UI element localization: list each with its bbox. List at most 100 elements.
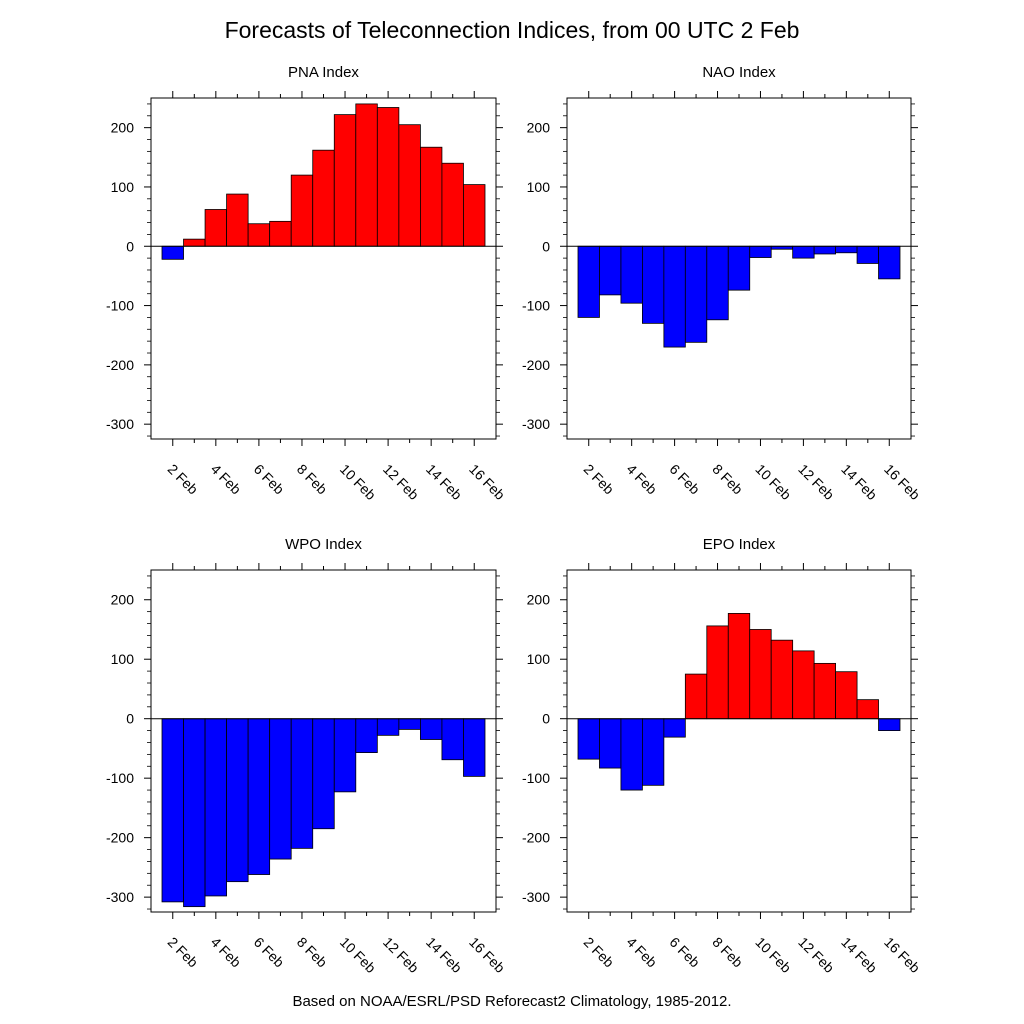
wpo-index-ytick-label: -200 xyxy=(106,830,134,846)
epo-index-xtick-label: 4 Feb xyxy=(624,934,661,971)
wpo-index-bar-10-feb xyxy=(333,718,357,793)
epo-index-xtick-label: 8 Feb xyxy=(709,934,746,971)
nao-index-bar-6-feb xyxy=(663,245,686,348)
epo-index-title: EPO Index xyxy=(703,536,776,553)
nao-index-xtick-label: 12 Feb xyxy=(795,461,837,503)
wpo-index-xtick-label: 4 Feb xyxy=(208,934,245,971)
epo-index-bar-13-feb xyxy=(813,662,837,720)
wpo-index-bar-12-feb xyxy=(376,718,400,736)
pna-index-ytick-label: 200 xyxy=(111,120,135,136)
pna-index-ytick-label: -200 xyxy=(106,357,134,373)
epo-index-bar-3-feb xyxy=(599,718,622,769)
pna-index-bar-14-feb xyxy=(419,146,443,247)
wpo-index-xtick-label: 2 Feb xyxy=(165,934,202,971)
wpo-index-xtick-label: 10 Feb xyxy=(337,934,379,976)
pna-index-bar-7-feb xyxy=(269,220,292,247)
pna-index-xtick-label: 16 Feb xyxy=(466,461,508,503)
epo-index-xtick-label: 2 Feb xyxy=(581,934,618,971)
footer-note: Based on NOAA/ESRL/PSD Reforecast2 Clima… xyxy=(292,993,732,1010)
wpo-index-ytick-label: 200 xyxy=(111,592,135,608)
wpo-index-ytick-label: -100 xyxy=(106,770,134,786)
wpo-index-ytick-label: 0 xyxy=(126,711,134,727)
epo-index-bar-11-feb xyxy=(770,639,794,720)
epo-index-bar-15-feb xyxy=(856,699,879,720)
wpo-index-xtick-label: 14 Feb xyxy=(423,934,465,976)
pna-index-bar-16-feb xyxy=(463,184,486,247)
epo-index-bar-9-feb xyxy=(727,613,751,720)
epo-index-bar-6-feb xyxy=(663,718,686,738)
pna-index-bar-4-feb xyxy=(204,209,228,247)
wpo-index-bar-13-feb xyxy=(398,718,421,730)
wpo-index-xtick-label: 12 Feb xyxy=(380,934,422,976)
epo-index-bar-12-feb xyxy=(792,650,815,720)
nao-index-xtick-label: 14 Feb xyxy=(838,461,880,503)
pna-index-xtick-label: 2 Feb xyxy=(165,461,202,498)
wpo-index-ytick-label: -300 xyxy=(106,889,134,905)
nao-index-ytick-label: 200 xyxy=(527,120,551,136)
pna-index-xtick-label: 14 Feb xyxy=(423,461,465,503)
pna-index-ytick-label: -100 xyxy=(106,298,134,314)
epo-index-ytick-label: -200 xyxy=(522,830,550,846)
nao-index-bar-9-feb xyxy=(727,245,751,291)
pna-index-frame xyxy=(150,97,497,440)
pna-index-bar-2-feb xyxy=(161,245,184,260)
epo-index-bar-2-feb xyxy=(577,718,600,760)
wpo-index-bar-14-feb xyxy=(419,718,443,740)
nao-index-xtick-label: 16 Feb xyxy=(881,461,923,503)
figure-title: Forecasts of Teleconnection Indices, fro… xyxy=(224,17,800,43)
epo-index-ytick-label: 100 xyxy=(527,651,551,667)
nao-index-ytick-label: -300 xyxy=(522,416,550,432)
nao-index-chart: NAO Index -300 -200 -100 0 100 200 2 Feb 4 Feb 6 … xyxy=(522,64,923,503)
pna-index-ytick-label: -300 xyxy=(106,416,134,432)
epo-index-ytick-label: -100 xyxy=(522,770,550,786)
pna-index-xtick-label: 6 Feb xyxy=(251,461,288,498)
epo-index-xtick-label: 6 Feb xyxy=(666,934,703,971)
nao-index-bar-4-feb xyxy=(620,245,643,304)
wpo-index-bar-2-feb xyxy=(161,718,184,903)
wpo-index-xtick-label: 16 Feb xyxy=(466,934,508,976)
pna-index-bar-6-feb xyxy=(247,223,271,247)
wpo-index-bar-16-feb xyxy=(463,718,486,777)
epo-index-xtick-label: 14 Feb xyxy=(838,934,880,976)
nao-index-xtick-label: 8 Feb xyxy=(709,461,746,498)
wpo-index-bar-3-feb xyxy=(183,718,206,908)
wpo-index-bar-11-feb xyxy=(355,718,378,754)
wpo-index-bar-6-feb xyxy=(247,718,271,875)
nao-index-xtick-label: 10 Feb xyxy=(752,461,794,503)
wpo-index-xtick-label: 8 Feb xyxy=(294,934,331,971)
pna-index-bar-3-feb xyxy=(183,238,206,247)
nao-index-bar-12-feb xyxy=(792,245,815,259)
epo-index-bar-4-feb xyxy=(620,718,643,791)
epo-index-xtick-label: 12 Feb xyxy=(795,934,837,976)
pna-index-bar-15-feb xyxy=(441,162,464,247)
epo-index-bar-14-feb xyxy=(835,671,858,720)
pna-index-ytick-label: 100 xyxy=(111,179,135,195)
nao-index-bar-7-feb xyxy=(684,245,708,343)
pna-index-title: PNA Index xyxy=(288,64,359,81)
epo-index-bar-7-feb xyxy=(684,673,708,720)
pna-index-ytick-label: 0 xyxy=(126,238,134,254)
nao-index-bar-5-feb xyxy=(642,245,665,324)
nao-index-bar-16-feb xyxy=(878,245,901,280)
pna-index-xtick-label: 10 Feb xyxy=(337,461,379,503)
wpo-index-bar-15-feb xyxy=(441,718,464,761)
wpo-index-bar-7-feb xyxy=(269,718,292,860)
pna-index-bar-8-feb xyxy=(290,174,314,247)
pna-index-bar-11-feb xyxy=(355,103,378,247)
epo-index-xtick-label: 10 Feb xyxy=(752,934,794,976)
pna-index-bar-12-feb xyxy=(376,107,400,247)
wpo-index-title: WPO Index xyxy=(285,536,362,553)
nao-index-ytick-label: 100 xyxy=(527,179,551,195)
wpo-index-bar-9-feb xyxy=(312,718,335,830)
pna-index-chart: PNA Index -300 -200 -100 0 100 200 2 Feb 4 Feb 6 … xyxy=(106,64,508,503)
pna-index-xtick-label: 4 Feb xyxy=(208,461,245,498)
pna-index-xtick-label: 8 Feb xyxy=(294,461,331,498)
pna-index-bar-5-feb xyxy=(226,193,249,247)
nao-index-bar-2-feb xyxy=(577,245,600,318)
epo-index-ytick-label: 0 xyxy=(542,711,550,727)
epo-index-xtick-label: 16 Feb xyxy=(881,934,923,976)
pna-index-bar-10-feb xyxy=(333,114,357,247)
nao-index-title: NAO Index xyxy=(702,64,776,81)
nao-index-bar-8-feb xyxy=(706,245,729,321)
